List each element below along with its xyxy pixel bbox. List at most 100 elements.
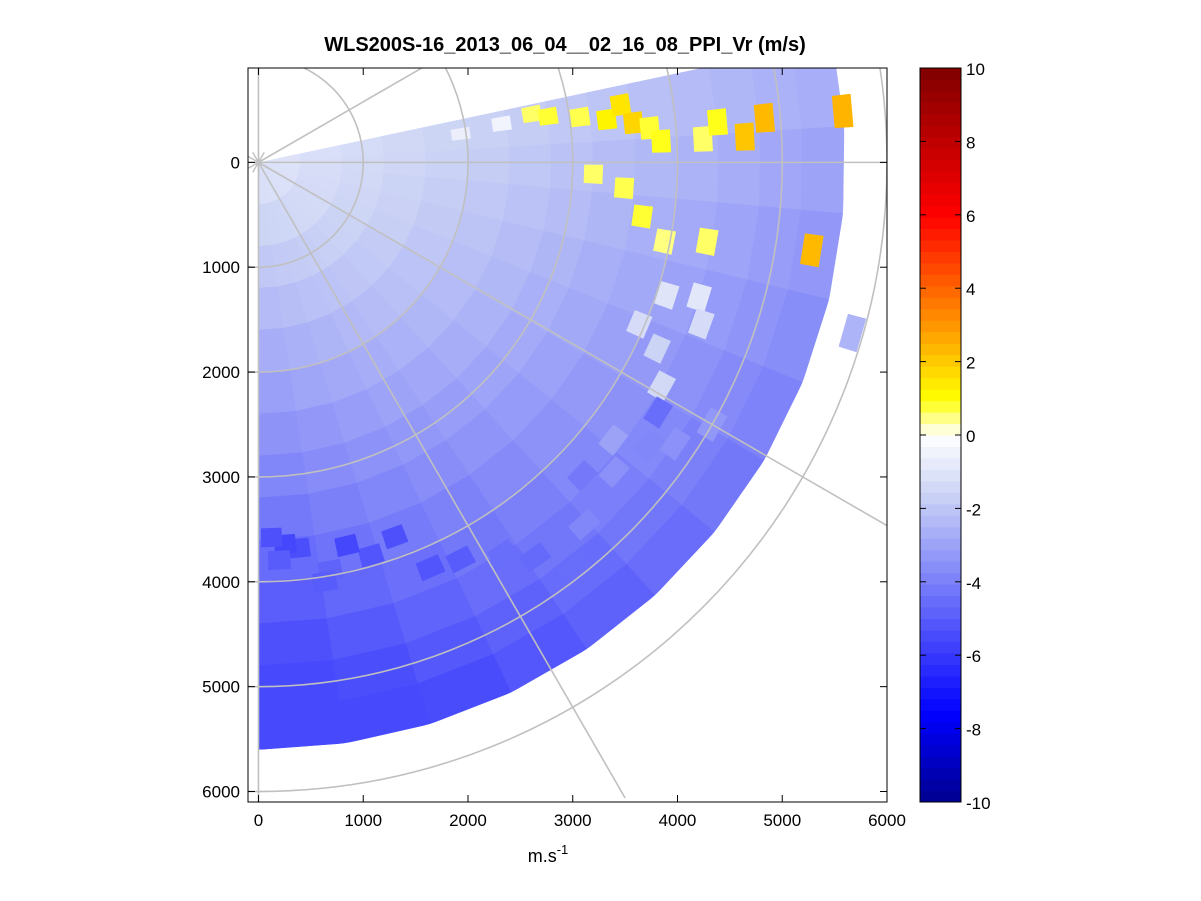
y-tick-label: 6000 [202,783,240,802]
colorbar-band [920,171,961,184]
azimuth-spoke [257,161,626,799]
velocity-cell [622,111,644,135]
velocity-cell [686,282,712,313]
colorbar-band [920,607,961,619]
colorbar-band [920,687,961,700]
velocity-region [425,149,468,181]
colorbar-band [920,744,961,757]
colorbar-band [920,584,961,597]
velocity-cell [659,427,691,461]
velocity-cells [261,93,867,593]
plot-frame [247,67,888,803]
colorbar-band [920,217,961,230]
x-axis: 0 1000 2000 3000 4000 5000 6000 [254,68,906,830]
velocity-region [258,203,272,247]
velocity-cell [688,308,715,340]
colorbar-band [920,572,961,585]
colorbar-band [920,251,961,264]
colorbar-band [920,767,961,780]
colorbar-band [920,297,961,310]
chart-title: WLS200S-16_2013_06_04__02_16_08_PPI_Vr (… [324,34,805,56]
y-tick-label: 0 [231,153,240,172]
colorbar-band [920,618,961,631]
x-tick-label: 6000 [868,811,906,830]
polar-grid [248,68,887,802]
colorbar-band [920,652,961,665]
colorbar-band [920,136,961,149]
colorbar-band [920,526,961,539]
colorbar-band [920,710,961,723]
colorbar-band [920,480,961,493]
colorbar-band [920,779,961,792]
colorbar-band [920,205,961,218]
velocity-region [258,369,296,415]
velocity-sector [258,68,845,750]
x-tick-label: 1000 [344,811,382,830]
colorbar-band [920,90,961,103]
velocity-region [258,701,346,750]
velocity-cell [518,542,552,573]
velocity-cell [311,570,339,593]
colorbar-band [920,515,961,528]
colorbar-band [920,366,961,379]
colorbar-band [920,274,961,287]
y-tick-label: 2000 [202,363,240,382]
azimuth-spoke [248,155,259,163]
velocity-cell [692,125,713,152]
colorbar-band [920,790,961,803]
x-axis-label-base: m.s [528,846,557,866]
velocity-cell [261,527,283,548]
colorbar-band [920,733,961,746]
colorbar-band [920,125,961,138]
velocity-cell [651,129,672,153]
velocity-cell [521,104,543,124]
velocity-cell [632,429,664,463]
colorbar-band [920,492,961,505]
velocity-cell [569,106,591,128]
velocity-cell [267,550,292,571]
colorbar-band [920,68,961,80]
velocity-cell [653,228,676,255]
colorbar-band [920,308,961,321]
colorbar-band [920,641,961,654]
y-axis: 0 1000 2000 3000 4000 5000 6000 [202,153,887,802]
azimuth-spoke [248,161,259,169]
velocity-region [258,410,303,457]
colorbar-band [920,194,961,207]
y-tick-label: 4000 [202,573,240,592]
azimuth-spoke [258,68,424,164]
colorbar-band [920,182,961,195]
velocity-region [466,146,510,185]
x-tick-label: 0 [254,811,263,830]
velocity-region [258,327,290,373]
x-axis-label-exponent: -1 [557,842,569,857]
velocity-cell [631,204,654,229]
velocity-cell [838,313,867,353]
velocity-cell [598,424,629,456]
colorbar-band [920,412,961,425]
velocity-cell [334,533,360,558]
velocity-cell [537,106,559,126]
x-axis-label: m.s-1 [528,842,569,866]
velocity-region [258,659,340,708]
colorbar-band [920,469,961,482]
colorbar-band [920,285,961,298]
colorbar-band [920,664,961,677]
colorbar-band [920,457,961,470]
velocity-cell [491,115,512,132]
velocity-region [383,151,427,178]
colorbar-band [920,113,961,126]
y-tick-label: 3000 [202,468,240,487]
colorbar-band [920,262,961,275]
velocity-region [258,286,284,331]
velocity-cell [445,545,477,574]
colorbar-band [920,698,961,711]
colorbar-band [920,549,961,562]
colorbar-tick-label: 10 [966,60,985,79]
colorbar-band [920,148,961,161]
colorbar-band [920,675,961,688]
x-tick-label: 5000 [763,811,801,830]
colorbar-band [920,159,961,172]
y-tick-label: 1000 [202,258,240,277]
velocity-cell [831,93,854,129]
